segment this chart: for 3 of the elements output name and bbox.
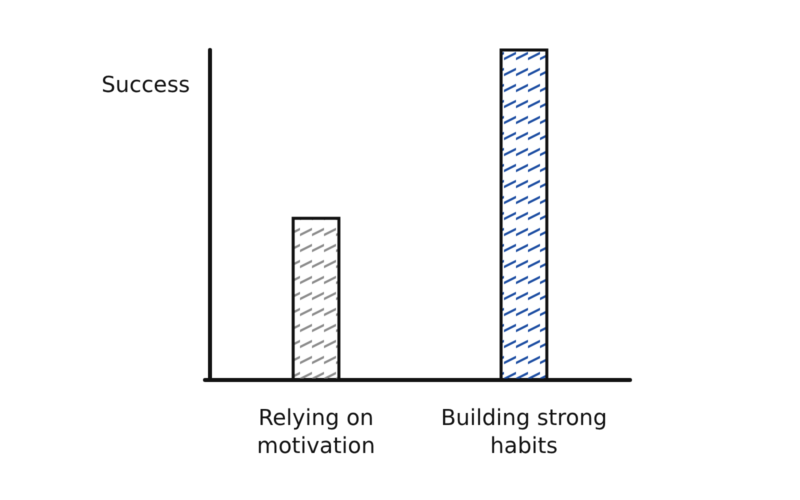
x-tick-label: Building strong habits — [440, 406, 608, 459]
x-tick-label: Relying on motivation — [256, 406, 376, 459]
y-axis-title: Success — [101, 73, 190, 98]
